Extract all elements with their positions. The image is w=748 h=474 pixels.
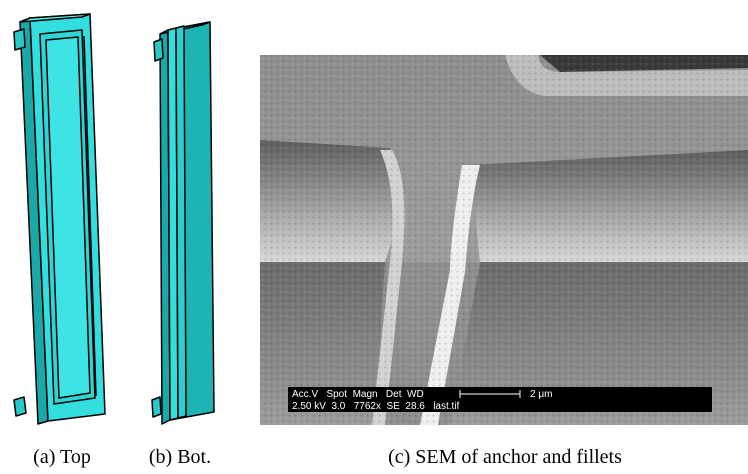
sem-image: Acc.V Spot Magn Det WD 2.50 kV 3.0 7762x… bbox=[260, 55, 748, 425]
caption: (c) SEM of anchor and fillets bbox=[388, 446, 622, 468]
sem-scale-label: 2 μm bbox=[530, 389, 552, 400]
sem-values: 2.50 kV 3.0 7762x SE 28.6 last.tif bbox=[292, 401, 460, 412]
beam-bottom-view bbox=[152, 22, 214, 424]
sem-header: Acc.V Spot Magn Det WD bbox=[292, 389, 424, 400]
figure: Acc.V Spot Magn Det WD 2.50 kV 3.0 7762x… bbox=[0, 0, 748, 474]
caption: (a) Top bbox=[33, 446, 91, 468]
beam-top-view bbox=[14, 14, 105, 424]
caption: (b) Bot. bbox=[149, 446, 211, 468]
